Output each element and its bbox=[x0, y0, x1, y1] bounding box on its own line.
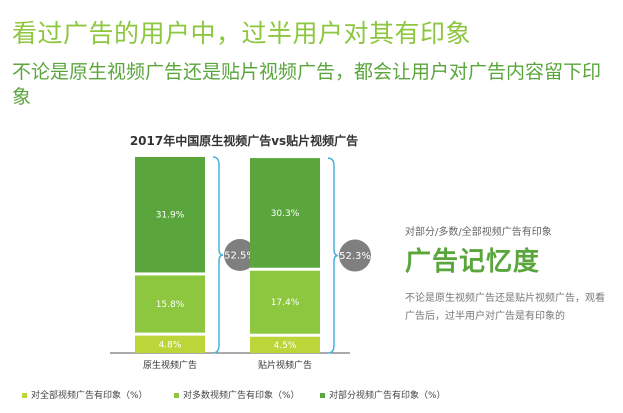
bar-some-1 bbox=[135, 157, 205, 273]
legend-swatch-all bbox=[22, 393, 27, 398]
side-description: 不论是原生视频广告还是贴片视频广告，观看广告后，过半用户对广告是有印象的 bbox=[405, 293, 605, 322]
legend-item-most: 对多数视频广告有印象（%） bbox=[174, 388, 300, 401]
category-label-1: 原生视频广告 bbox=[143, 359, 197, 371]
side-title: 广告记忆度 bbox=[405, 247, 541, 277]
legend-label-most: 对多数视频广告有印象（%） bbox=[183, 391, 300, 401]
bar-label-some-2: 30.3% bbox=[271, 209, 300, 219]
legend-label-some: 对部分视频广告有印象（%） bbox=[329, 391, 446, 401]
legend-item-all: 对全部视频广告有印象（%） bbox=[22, 388, 148, 401]
category-label-2: 贴片视频广告 bbox=[258, 359, 312, 371]
total-circle-2 bbox=[339, 239, 371, 272]
total-label-1: 52.5% bbox=[224, 251, 256, 262]
bar-label-most-2: 17.4% bbox=[271, 298, 300, 308]
total-label-2: 52.3% bbox=[339, 251, 371, 262]
bar-label-some-1: 31.9% bbox=[156, 211, 185, 221]
page-subheadline: 不论是原生视频广告还是贴片视频广告，都会让用户对广告内容留下印象 bbox=[12, 61, 602, 108]
bar-most-1 bbox=[135, 275, 205, 333]
legend-swatch-some bbox=[320, 393, 325, 398]
page-headline: 看过广告的用户中，过半用户对其有印象 bbox=[12, 19, 472, 48]
bar-label-most-1: 15.8% bbox=[156, 300, 185, 310]
legend-item-some: 对部分视频广告有印象（%） bbox=[320, 388, 446, 401]
chart-title: 2017年中国原生视频广告vs贴片视频广告 bbox=[129, 134, 359, 148]
bar-some-2 bbox=[250, 158, 320, 268]
bar-label-all-2: 4.5% bbox=[274, 341, 297, 351]
bracket-1 bbox=[212, 156, 224, 354]
bar-most-2 bbox=[250, 270, 320, 334]
bracket-2 bbox=[327, 157, 339, 354]
bar-label-all-1: 4.8% bbox=[159, 340, 182, 350]
bar-all-1 bbox=[135, 335, 205, 353]
side-subtitle: 对部分/多数/全部视频广告有印象 bbox=[405, 227, 552, 238]
bar-all-2 bbox=[250, 336, 320, 353]
total-circle-1 bbox=[224, 239, 256, 271]
legend-label-all: 对全部视频广告有印象（%） bbox=[31, 391, 148, 401]
legend-swatch-most bbox=[174, 393, 179, 398]
